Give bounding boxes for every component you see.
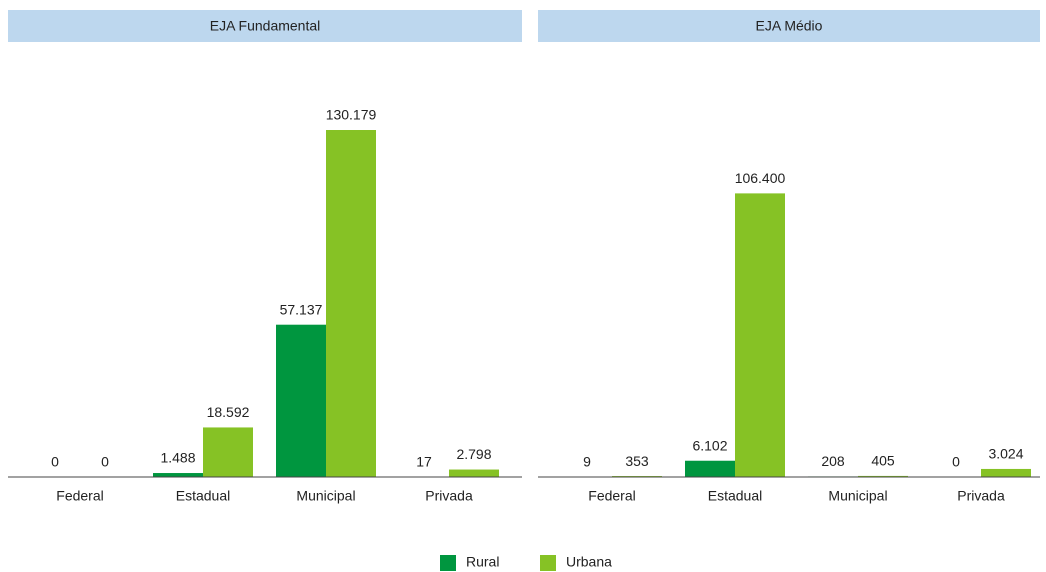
chart-title: EJA Fundamental bbox=[210, 18, 321, 34]
x-tick-label: Estadual bbox=[708, 488, 762, 504]
bar bbox=[858, 475, 908, 477]
data-label: 353 bbox=[625, 453, 649, 469]
bar bbox=[735, 193, 785, 477]
data-label: 130.179 bbox=[326, 107, 377, 123]
data-label: 17 bbox=[416, 454, 432, 470]
chart-title: EJA Médio bbox=[756, 18, 823, 34]
x-tick-label: Municipal bbox=[296, 488, 355, 504]
legend-label: Rural bbox=[466, 554, 499, 570]
data-label: 0 bbox=[101, 454, 109, 470]
data-label: 9 bbox=[583, 454, 591, 470]
data-label: 2.798 bbox=[456, 446, 491, 462]
data-label: 0 bbox=[51, 454, 59, 470]
data-label: 3.024 bbox=[988, 446, 1023, 462]
data-label: 208 bbox=[821, 453, 845, 469]
data-label: 1.488 bbox=[160, 450, 195, 466]
legend-swatch bbox=[440, 555, 456, 571]
header-band bbox=[538, 10, 1040, 42]
x-tick-label: Federal bbox=[588, 488, 635, 504]
bar bbox=[276, 324, 326, 477]
data-label: 6.102 bbox=[692, 437, 727, 453]
bar bbox=[449, 469, 499, 477]
data-label: 18.592 bbox=[207, 404, 250, 420]
x-tick-label: Privada bbox=[425, 488, 473, 504]
bar bbox=[153, 473, 203, 477]
data-label: 0 bbox=[952, 454, 960, 470]
legend-label: Urbana bbox=[566, 554, 612, 570]
data-label: 57.137 bbox=[280, 301, 323, 317]
legend-swatch bbox=[540, 555, 556, 571]
x-tick-label: Municipal bbox=[828, 488, 887, 504]
header-band bbox=[8, 10, 522, 42]
x-tick-label: Federal bbox=[56, 488, 103, 504]
bar bbox=[326, 130, 376, 477]
x-tick-label: Estadual bbox=[176, 488, 230, 504]
x-tick-label: Privada bbox=[957, 488, 1005, 504]
bar bbox=[203, 427, 253, 477]
bar bbox=[981, 468, 1031, 477]
data-label: 106.400 bbox=[735, 170, 786, 186]
data-label: 405 bbox=[871, 453, 895, 469]
bar bbox=[685, 460, 735, 477]
